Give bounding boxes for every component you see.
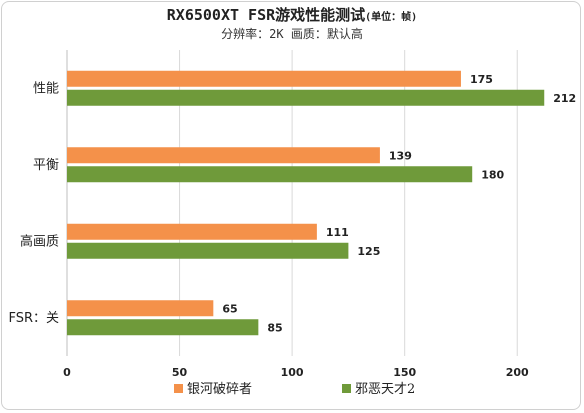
data-label: 139 <box>389 149 412 162</box>
bar <box>67 166 473 183</box>
bar <box>67 242 349 259</box>
data-label: 212 <box>553 92 576 105</box>
data-label: 65 <box>222 302 237 315</box>
bar <box>67 319 259 336</box>
x-tick-label: 200 <box>506 366 529 379</box>
legend-label: 银河破碎者 <box>187 382 252 397</box>
x-tick-label: 150 <box>393 366 416 379</box>
x-tick-label: 100 <box>281 366 304 379</box>
category-label: 性能 <box>33 81 59 96</box>
bar <box>67 89 545 106</box>
bar <box>67 147 380 164</box>
chart-subtitle: 分辨率：2K 画质：默认高 <box>221 27 363 41</box>
x-tick-label: 50 <box>172 366 188 379</box>
data-label: 85 <box>267 321 282 334</box>
data-label: 180 <box>481 168 504 181</box>
bar <box>67 223 317 240</box>
category-label: 高画质 <box>20 233 59 249</box>
legend-label: 邪恶天才2 <box>355 382 415 397</box>
chart-title: RX6500XT FSR游戏性能测试(单位：帧) <box>0 4 584 25</box>
legend-swatch <box>342 384 351 393</box>
chart-title-unit: (单位：帧) <box>365 12 418 23</box>
x-tick-label: 0 <box>63 366 71 379</box>
category-label: FSR：关 <box>8 311 59 326</box>
category-label: 平衡 <box>33 158 59 173</box>
bar <box>67 70 461 87</box>
data-label: 175 <box>470 73 493 86</box>
data-label: 125 <box>357 245 380 258</box>
data-label: 111 <box>326 226 349 239</box>
chart-title-text: RX6500XT FSR游戏性能测试 <box>166 6 366 24</box>
legend-swatch <box>174 384 183 393</box>
bar <box>67 300 214 317</box>
